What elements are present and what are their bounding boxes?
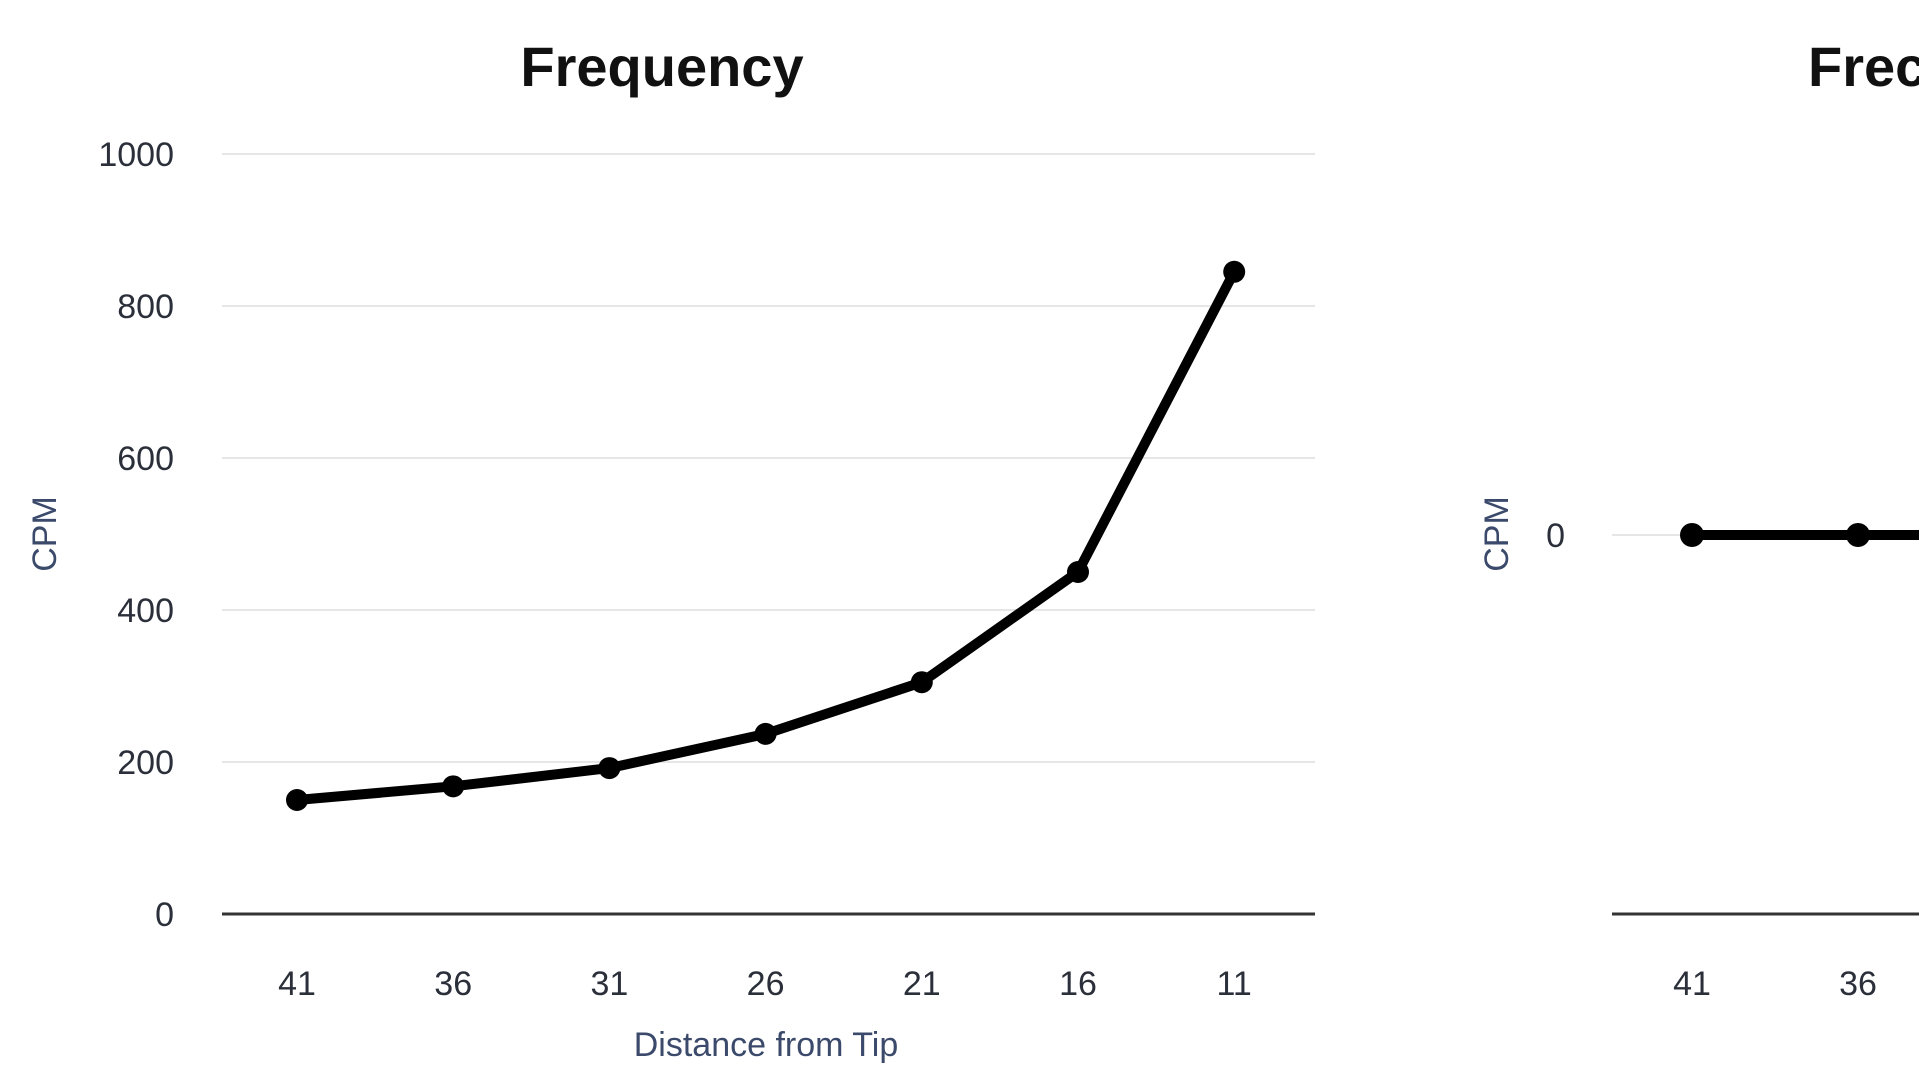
chart-title: Frequency — [520, 35, 803, 98]
data-point — [754, 722, 777, 745]
x-tick-label: 31 — [590, 965, 628, 1003]
x-tick-label: 16 — [1059, 965, 1097, 1003]
y-tick-label: 1000 — [98, 136, 174, 174]
x-tick-label: 36 — [1839, 965, 1877, 1003]
data-point — [1846, 523, 1870, 547]
data-point — [1067, 561, 1089, 583]
data-point — [910, 671, 933, 694]
x-tick-label: 26 — [747, 965, 785, 1003]
data-point — [1223, 260, 1246, 283]
y-tick-label: 800 — [117, 288, 174, 326]
y-tick-label: 0 — [1546, 517, 1565, 555]
chart-frequency-partial: Frec 0 41 36 CPM — [1478, 35, 1919, 1003]
y-tick-label: 0 — [155, 896, 174, 934]
y-tick-label: 600 — [117, 440, 174, 478]
series-line — [292, 266, 1240, 805]
x-tick-label: 11 — [1217, 965, 1252, 1003]
x-tick-label: 41 — [1673, 965, 1711, 1003]
data-point — [1680, 523, 1704, 547]
chart-frequency: Frequency 0 200 400 600 800 1000 41 36 31 26 21 16 11… — [26, 35, 1315, 1064]
x-axis-title: Distance from Tip — [634, 1026, 899, 1064]
y-axis-title: CPM — [26, 496, 64, 572]
data-point — [598, 757, 621, 780]
y-axis-title: CPM — [1478, 496, 1516, 572]
chart-title: Frec — [1808, 35, 1919, 98]
x-tick-label: 36 — [434, 965, 472, 1003]
data-point — [286, 789, 308, 811]
y-tick-label: 200 — [117, 744, 174, 782]
data-point — [442, 775, 465, 798]
x-tick-label: 21 — [903, 965, 941, 1003]
y-tick-label: 400 — [117, 592, 174, 630]
x-tick-label: 41 — [278, 965, 316, 1003]
